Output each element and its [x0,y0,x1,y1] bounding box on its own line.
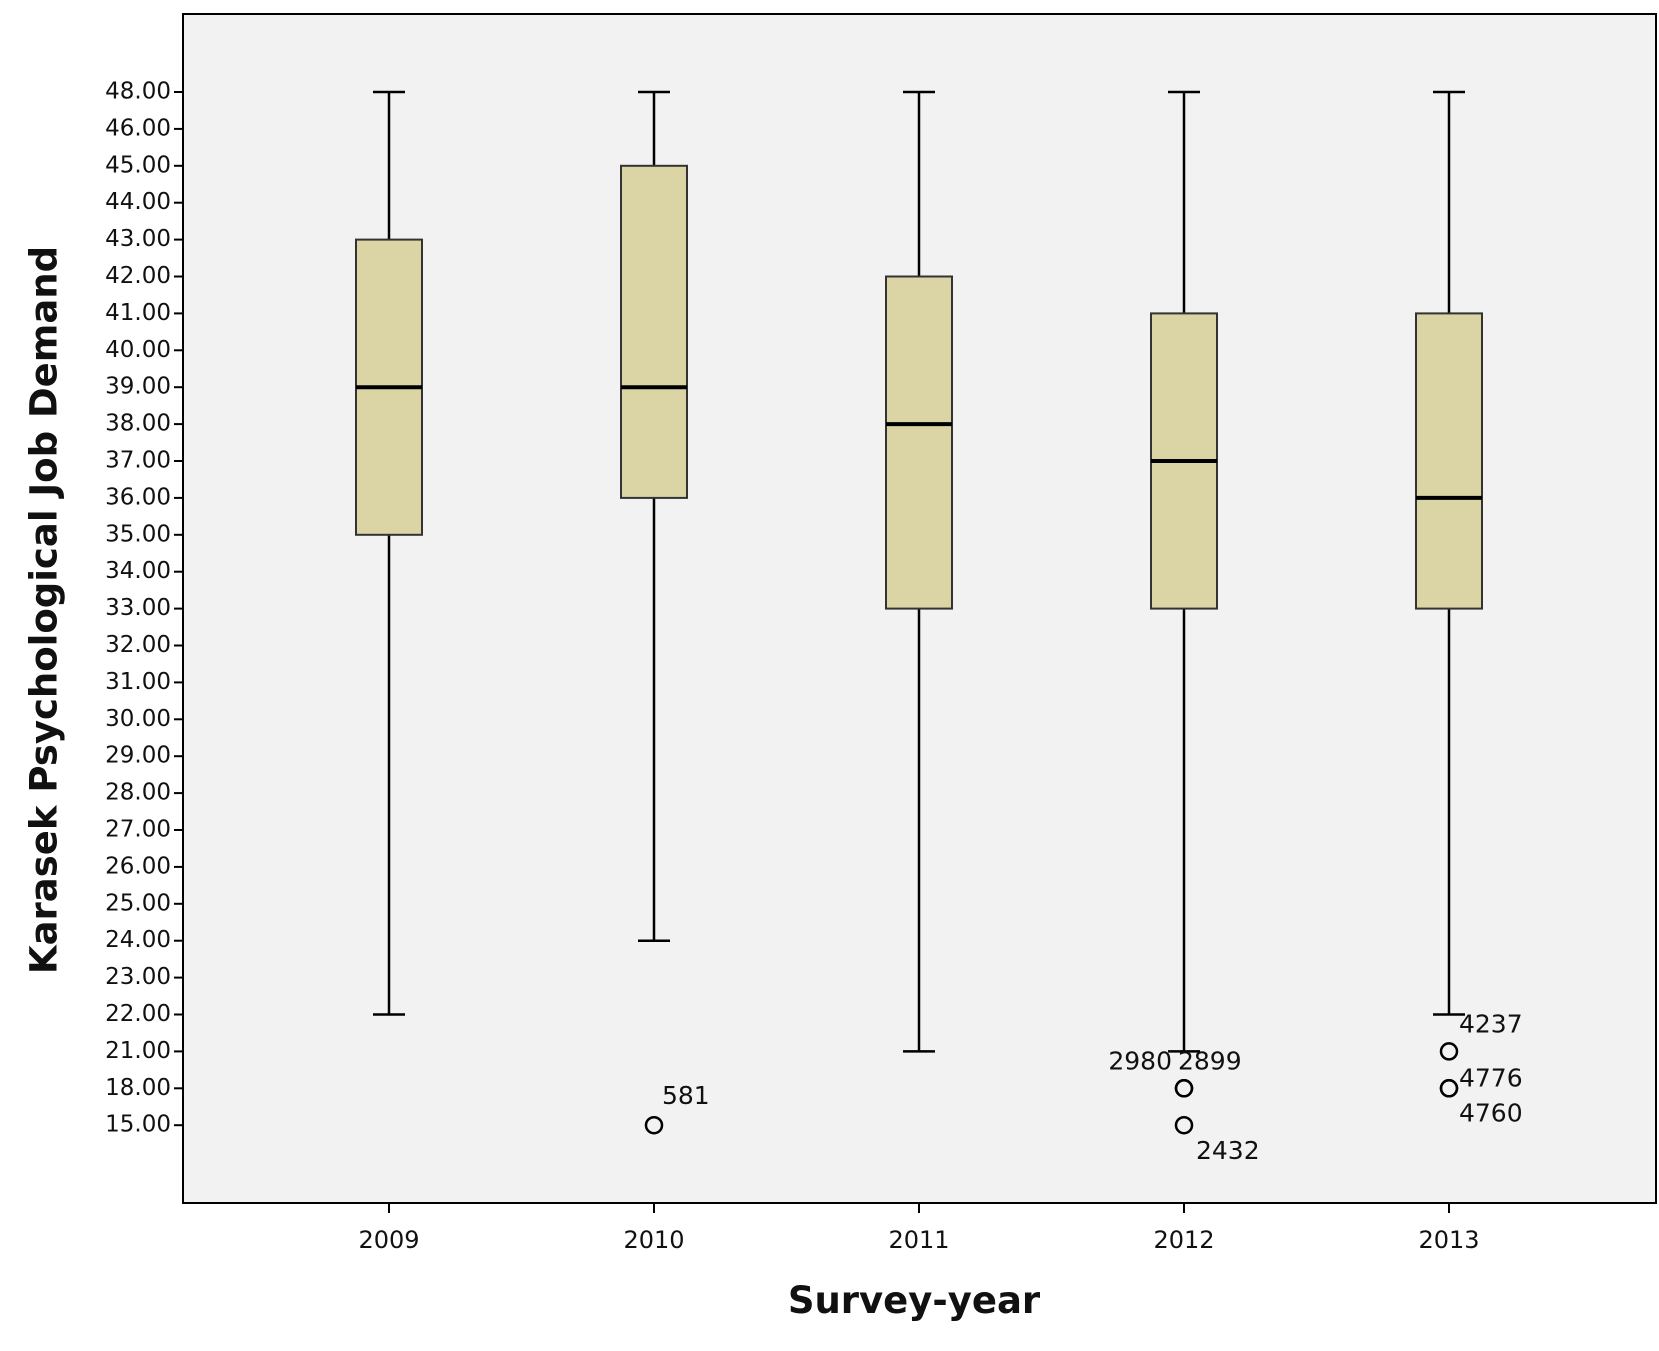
y-tick-label: 29.00 [105,743,171,769]
y-tick-label: 35.00 [105,521,171,547]
outlier-label: 2432 [1196,1136,1260,1165]
outlier-point [1439,1042,1459,1061]
y-axis: 48.00 46.00 45.00 44.00 43.00 42.00 41.00 40.00… [105,79,183,1138]
y-tick-label: 41.00 [105,300,171,326]
interquartile-box [885,275,953,610]
y-tick-label: 32.00 [105,632,171,658]
interquartile-box [1415,312,1483,610]
y-tick-label: 22.00 [105,1001,171,1027]
outlier-label: 4776 [1459,1063,1523,1092]
outlier-point [1174,1079,1194,1098]
y-tick-label: 42.00 [105,263,171,289]
y-tick-label: 24.00 [105,927,171,953]
y-tick-label: 31.00 [105,669,171,695]
y-tick-label: 15.00 [105,1112,171,1138]
box-series: 581 2980 2899 2432 4237 4776 4760 [355,90,1523,1165]
y-tick-label: 25.00 [105,890,171,916]
box-2012: 2980 2899 2432 [1108,90,1260,1165]
y-tick-label: 28.00 [105,780,171,806]
y-tick-label: 37.00 [105,448,171,474]
outlier-point [644,1115,664,1135]
x-axis: 2009 2010 2011 2012 2013 [358,1203,1480,1254]
box-2013: 4237 4776 4760 [1415,90,1523,1127]
box-2010: 581 [620,90,710,1135]
x-axis-title: Survey-year [788,1279,1041,1322]
y-tick-label: 21.00 [105,1038,171,1064]
y-tick-label: 48.00 [105,79,171,105]
box-2009 [355,90,423,1016]
outlier-label: 4237 [1459,1009,1523,1038]
box-2011 [885,90,953,1053]
x-tick-label: 2010 [623,1226,684,1254]
x-tick-label: 2012 [1153,1226,1214,1254]
x-tick-label: 2013 [1418,1226,1479,1254]
outlier-point [1439,1079,1459,1098]
y-axis-title: Karasek Psychological Job Demand [23,246,66,974]
y-tick-label: 30.00 [105,706,171,732]
y-tick-label: 39.00 [105,374,171,400]
x-tick-label: 2009 [358,1226,419,1254]
y-tick-label: 38.00 [105,411,171,437]
x-tick-label: 2011 [888,1226,949,1254]
outlier-label: 4760 [1459,1098,1523,1127]
y-tick-label: 36.00 [105,484,171,510]
outlier-point [1174,1115,1194,1135]
y-tick-label: 44.00 [105,189,171,215]
y-tick-label: 43.00 [105,226,171,252]
interquartile-box [620,164,688,499]
y-tick-label: 46.00 [105,115,171,141]
y-tick-label: 33.00 [105,595,171,621]
outlier-label: 2899 [1178,1046,1242,1075]
y-tick-label: 34.00 [105,558,171,584]
y-tick-label: 45.00 [105,152,171,178]
y-tick-label: 26.00 [105,853,171,879]
y-tick-label: 40.00 [105,337,171,363]
outlier-label: 2980 [1108,1046,1172,1075]
y-tick-label: 18.00 [105,1075,171,1101]
y-tick-label: 23.00 [105,964,171,990]
y-tick-label: 27.00 [105,817,171,843]
outlier-label: 581 [662,1081,710,1110]
